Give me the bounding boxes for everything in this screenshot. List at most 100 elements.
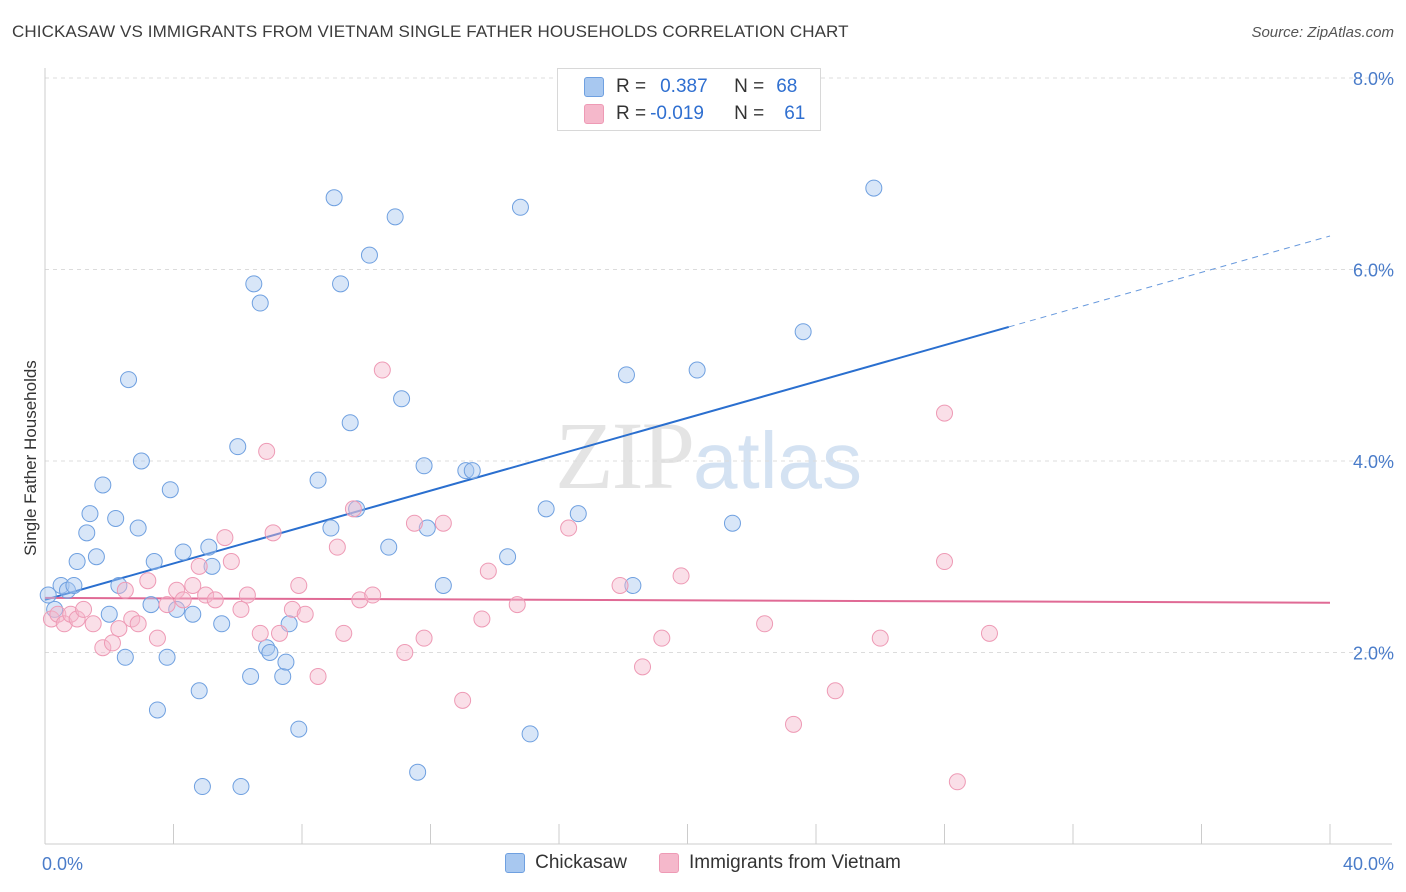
data-point-vietnam xyxy=(351,591,369,609)
data-point-chickasaw xyxy=(341,414,359,432)
data-point-vietnam xyxy=(415,629,433,647)
data-point-vietnam xyxy=(473,610,491,628)
data-point-chickasaw xyxy=(624,576,642,594)
data-point-vietnam xyxy=(158,596,176,614)
data-point-chickasaw xyxy=(100,605,118,623)
data-point-vietnam xyxy=(948,773,966,791)
data-point-vietnam xyxy=(148,629,166,647)
data-point-vietnam xyxy=(75,600,93,618)
trend-line-extension xyxy=(1008,235,1331,328)
data-point-chickasaw xyxy=(168,600,186,618)
data-point-chickasaw xyxy=(386,208,404,226)
data-point-vietnam xyxy=(309,667,327,685)
data-point-chickasaw xyxy=(68,553,86,571)
data-point-chickasaw xyxy=(865,179,883,197)
x-tick-label: 40.0% xyxy=(1343,854,1394,874)
data-point-vietnam xyxy=(251,624,269,642)
data-point-vietnam xyxy=(344,500,362,518)
legend-label-chickasaw: Chickasaw xyxy=(535,852,627,873)
data-point-vietnam xyxy=(785,715,803,733)
data-point-vietnam xyxy=(222,553,240,571)
data-point-chickasaw xyxy=(190,682,208,700)
chart-title: CHICKASAW VS IMMIGRANTS FROM VIETNAM SIN… xyxy=(12,22,849,41)
data-point-chickasaw xyxy=(415,457,433,475)
data-point-chickasaw xyxy=(521,725,539,743)
data-point-chickasaw xyxy=(418,519,436,537)
data-point-vietnam xyxy=(55,615,73,633)
data-point-chickasaw xyxy=(232,778,250,796)
legend-label-vietnam: Immigrants from Vietnam xyxy=(688,852,901,873)
data-point-vietnam xyxy=(335,624,353,642)
data-point-chickasaw xyxy=(723,514,741,532)
data-point-chickasaw xyxy=(46,600,64,618)
data-point-vietnam xyxy=(634,658,652,676)
data-point-vietnam xyxy=(116,581,134,599)
y-tick-label: 4.0% xyxy=(1353,452,1394,472)
data-point-vietnam xyxy=(103,634,121,652)
data-point-vietnam xyxy=(216,529,234,547)
data-point-chickasaw xyxy=(309,471,327,489)
data-point-vietnam xyxy=(328,538,346,556)
data-point-chickasaw xyxy=(184,605,202,623)
legend-r-label: R = xyxy=(616,76,647,97)
data-point-vietnam xyxy=(49,605,67,623)
data-point-vietnam xyxy=(290,576,308,594)
data-point-chickasaw xyxy=(39,586,57,604)
legend-swatch-chickasaw xyxy=(505,853,526,873)
data-point-chickasaw xyxy=(107,509,125,527)
legend-row-chickasaw: R = 0.387 N = 68 xyxy=(584,74,797,100)
data-point-chickasaw xyxy=(332,275,350,293)
legend-swatch-chickasaw xyxy=(584,77,604,97)
legend-r-value: 0.387 xyxy=(660,76,708,97)
y-tick-label: 6.0% xyxy=(1353,261,1394,281)
data-point-chickasaw xyxy=(87,548,105,566)
data-point-vietnam xyxy=(560,519,578,537)
axes xyxy=(44,68,1392,845)
data-point-chickasaw xyxy=(120,371,138,389)
data-point-chickasaw xyxy=(258,639,276,657)
data-points xyxy=(39,179,998,796)
data-point-vietnam xyxy=(434,514,452,532)
data-point-chickasaw xyxy=(213,615,231,633)
legend-r-label: R = xyxy=(616,103,647,124)
data-point-vietnam xyxy=(238,586,256,604)
data-point-vietnam xyxy=(258,442,276,460)
legend-item-chickasaw: Chickasaw xyxy=(505,852,627,874)
data-point-vietnam xyxy=(184,576,202,594)
data-point-vietnam xyxy=(508,596,526,614)
data-point-vietnam xyxy=(197,586,215,604)
legend-n-value: 61 xyxy=(784,103,806,124)
stats-legend: R = 0.387 N = 68 R = -0.019 N = 61 xyxy=(557,68,821,131)
data-point-chickasaw xyxy=(142,596,160,614)
watermark-zip: ZIP xyxy=(555,402,695,509)
y-axis-label: Single Father Households xyxy=(21,360,40,556)
source-label: Source: ZipAtlas.com xyxy=(1251,24,1394,41)
watermark-atlas: atlas xyxy=(693,416,862,505)
data-point-chickasaw xyxy=(174,543,192,561)
data-point-vietnam xyxy=(396,644,414,661)
data-point-chickasaw xyxy=(434,576,452,594)
trend-line-chickasaw xyxy=(44,325,1010,601)
data-point-vietnam xyxy=(168,581,186,599)
legend-swatch-vietnam xyxy=(584,104,604,124)
data-point-vietnam xyxy=(190,557,208,575)
data-point-vietnam xyxy=(206,591,224,609)
data-point-vietnam xyxy=(94,639,112,657)
data-point-chickasaw xyxy=(81,505,99,523)
data-point-chickasaw xyxy=(193,778,211,796)
data-point-vietnam xyxy=(139,572,157,590)
data-point-chickasaw xyxy=(360,246,378,264)
data-point-vietnam xyxy=(756,615,774,633)
data-point-chickasaw xyxy=(322,519,340,537)
data-point-vietnam xyxy=(232,600,250,618)
data-point-chickasaw xyxy=(229,438,247,456)
data-point-vietnam xyxy=(264,524,282,542)
trend-lines xyxy=(44,235,1331,604)
data-point-vietnam xyxy=(936,404,953,422)
x-tick-label: 0.0% xyxy=(42,854,83,874)
data-point-vietnam xyxy=(936,553,953,571)
data-point-chickasaw xyxy=(409,763,427,781)
tick-labels: 2.0% 4.0% 6.0% 8.0% 0.0% 40.0% xyxy=(42,69,1394,874)
data-point-chickasaw xyxy=(511,198,529,216)
data-point-chickasaw xyxy=(393,390,411,408)
